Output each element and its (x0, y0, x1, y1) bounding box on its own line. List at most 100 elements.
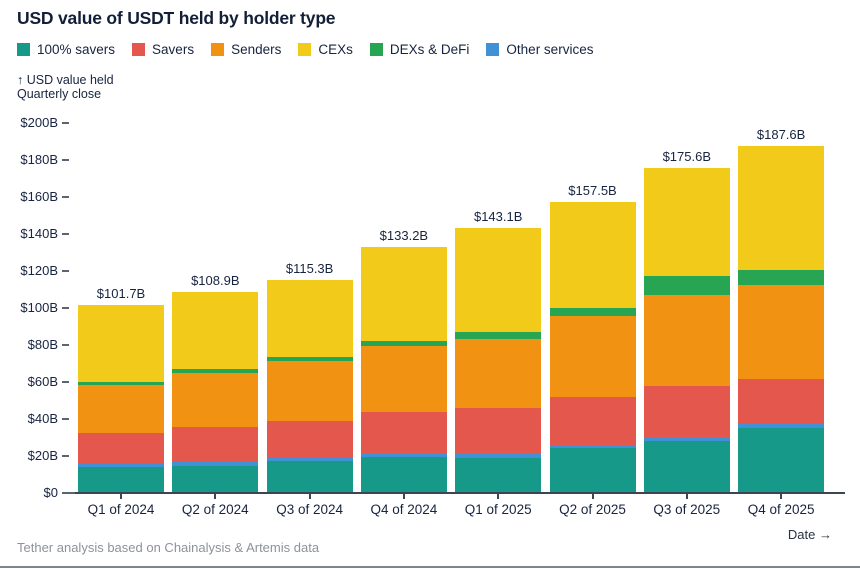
bar-segment-senders (266, 360, 353, 421)
legend-item-label: CEXs (318, 42, 353, 57)
bar-total-label: $133.2B (379, 227, 429, 243)
bar-segment-senders (78, 384, 164, 433)
bar-total-label: $187.6B (756, 126, 806, 142)
bar-segment-other-services (266, 457, 353, 461)
bar-q1-of-2025 (455, 123, 542, 493)
y-tick-label: $120B (20, 263, 58, 278)
bar-segment-100-savers (549, 447, 636, 493)
bar-segment-savers (172, 426, 259, 462)
y-tick-label: $200B (20, 115, 58, 130)
legend-item-100-savers: 100% savers (17, 42, 115, 57)
bar-segment-100-savers (738, 427, 825, 493)
x-tick-label: Q3 of 2025 (653, 502, 721, 517)
bar-segment-100-savers (266, 461, 353, 493)
y-axis-annotation-line1: ↑ USD value held (17, 73, 114, 87)
legend-item-label: 100% savers (37, 42, 116, 57)
y-tick-mark (62, 307, 69, 309)
x-tick-mark (308, 494, 311, 499)
y-tick-label: $100B (20, 300, 58, 315)
x-tick-label: Q1 of 2025 (464, 502, 532, 517)
x-axis-line (75, 492, 845, 494)
bar-segment-100-savers (643, 440, 730, 493)
bar-segment-dexs-defi (360, 340, 447, 346)
bar-q3-of-2025 (643, 123, 730, 493)
bar-segment-cexs (738, 145, 825, 271)
x-tick-mark (402, 494, 405, 499)
bar-segment-100-savers (172, 466, 259, 493)
x-tick-label: Q2 of 2025 (559, 502, 626, 517)
bar-total-label: $115.3B (285, 260, 334, 276)
legend-item-label: Senders (231, 42, 282, 57)
y-tick-label: $0 (43, 485, 58, 500)
x-tick-label: Q1 of 2024 (87, 502, 155, 517)
x-tick-mark (497, 494, 500, 499)
bar-segment-senders (643, 294, 730, 386)
y-tick-label: $140B (20, 226, 58, 241)
bar-q2-of-2025 (549, 123, 636, 493)
bar-segment-cexs (266, 279, 353, 358)
legend-swatch-icon (17, 43, 30, 56)
x-tick-mark (780, 494, 783, 499)
chart-title: USD value of USDT held by holder type (17, 8, 336, 28)
legend-item-savers: Savers (132, 42, 194, 57)
bar-q4-of-2025 (738, 123, 825, 493)
y-tick-label: $60B (27, 374, 58, 389)
y-tick-label: $20B (27, 448, 58, 463)
bar-segment-savers (738, 379, 825, 425)
bar-segment-senders (738, 284, 825, 380)
y-tick-mark (62, 159, 69, 161)
bar-segment-dexs-defi (738, 270, 825, 285)
bar-total-label: $143.1B (473, 209, 523, 225)
y-tick-mark (62, 233, 69, 235)
x-axis-date-hint: Date → (787, 527, 832, 542)
x-tick-mark (120, 494, 122, 499)
bar-segment-other-services (738, 424, 825, 428)
bar-segment-savers (266, 420, 353, 458)
bar-segment-savers (78, 432, 164, 464)
bar-q2-of-2024 (172, 123, 259, 493)
legend-item-senders: Senders (211, 42, 281, 57)
y-tick-mark (62, 196, 69, 198)
bar-segment-dexs-defi (78, 381, 164, 385)
bar-q4-of-2024 (360, 123, 447, 493)
bar-segment-cexs (172, 291, 259, 370)
legend-item-label: DEXs & DeFi (389, 42, 470, 57)
bar-total-label: $175.6B (662, 149, 712, 165)
y-tick-label: $40B (27, 411, 58, 426)
bar-segment-cexs (643, 168, 730, 277)
y-axis-annotation: ↑ USD value held Quarterly close (17, 73, 114, 101)
legend-item-dexs-defi: DEXs & DeFi (369, 42, 470, 57)
y-tick-label: $160B (20, 189, 58, 204)
y-tick-mark (62, 122, 69, 124)
x-tick-mark (685, 494, 688, 499)
x-tick-label: Q2 of 2024 (181, 502, 249, 517)
bar-segment-other-services (360, 453, 447, 458)
legend-item-label: Savers (152, 42, 195, 57)
x-tick-mark (214, 494, 217, 499)
bar-q1-of-2024 (78, 123, 164, 493)
bar-segment-senders (360, 345, 447, 412)
bar-segment-other-services (455, 452, 542, 458)
bar-segment-100-savers (360, 457, 447, 493)
bar-segment-dexs-defi (643, 276, 730, 295)
y-axis-annotation-line2: Quarterly close (17, 87, 102, 101)
y-tick-label: $80B (27, 337, 58, 352)
bar-segment-cexs (549, 201, 636, 309)
bar-segment-dexs-defi (455, 331, 542, 339)
legend: 100% savers Savers Senders CEXs DEXs & DeFi O… (17, 42, 593, 57)
x-tick-label: Q4 of 2025 (747, 502, 815, 517)
bar-segment-senders (172, 372, 259, 427)
legend-swatch-icon (369, 43, 383, 56)
bar-segment-other-services (643, 436, 730, 441)
y-tick-mark (62, 344, 69, 346)
bar-segment-other-services (172, 461, 259, 466)
legend-swatch-icon (486, 43, 500, 56)
bar-total-label: $101.7B (96, 285, 146, 301)
y-tick-mark (62, 381, 69, 383)
legend-item-label: Other services (506, 42, 594, 57)
x-tick-label: Q3 of 2024 (276, 502, 343, 517)
legend-item-cexs: CEXs (298, 42, 353, 57)
bar-segment-dexs-defi (266, 357, 353, 361)
y-tick-label: $180B (20, 152, 58, 167)
